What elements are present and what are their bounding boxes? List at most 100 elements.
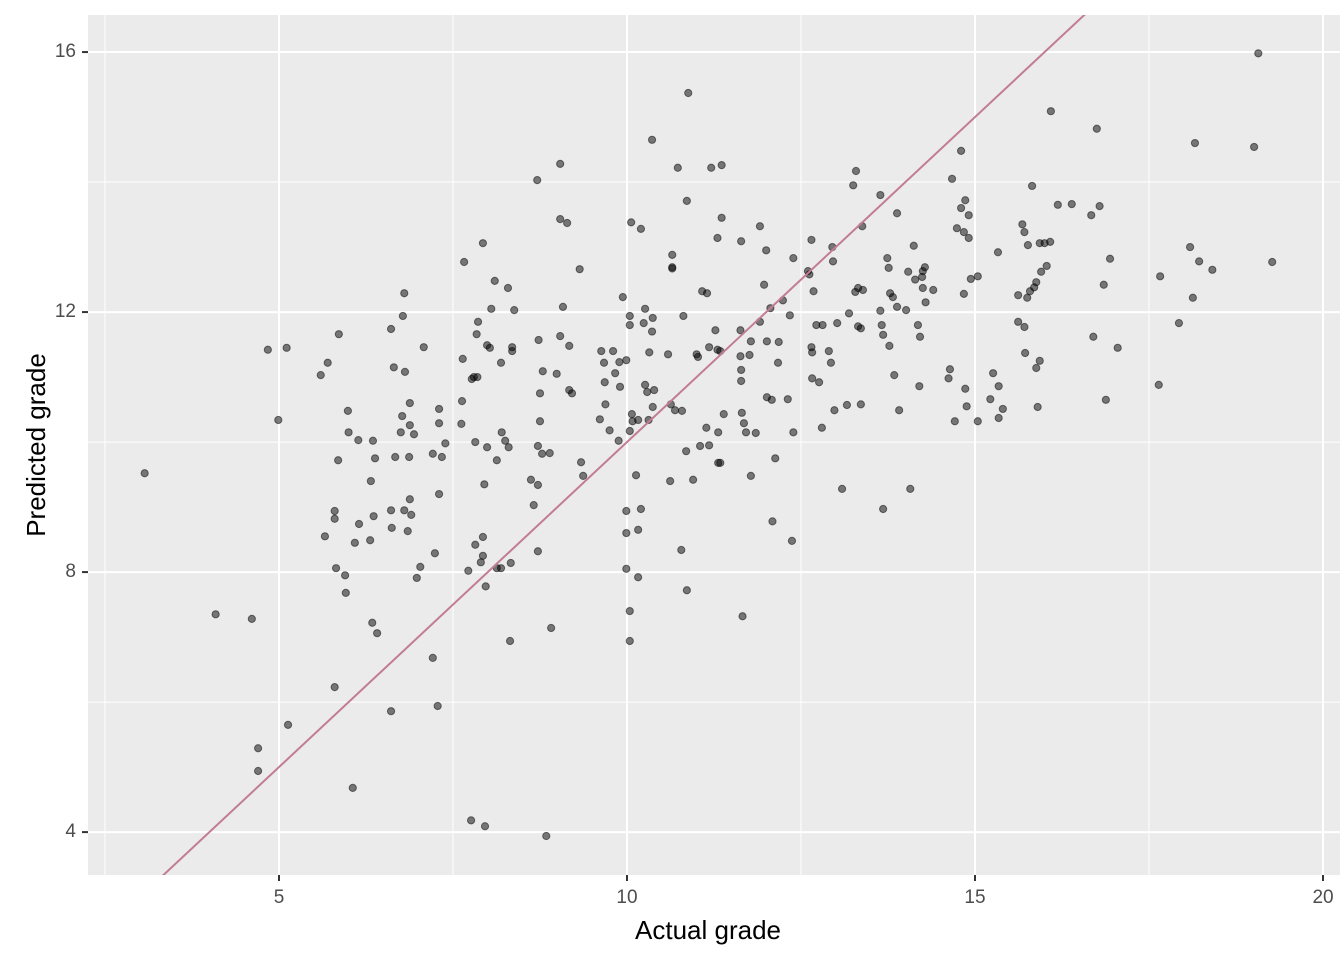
point (428, 449, 437, 458)
point (634, 525, 643, 534)
point (341, 588, 350, 597)
point (1014, 291, 1023, 300)
point (648, 402, 657, 412)
point (945, 365, 955, 374)
point (433, 701, 442, 711)
point (920, 263, 929, 272)
point (614, 436, 623, 445)
point (254, 744, 263, 753)
point (877, 320, 886, 330)
point (350, 538, 359, 547)
point (533, 480, 543, 490)
point (631, 471, 641, 480)
point (330, 506, 339, 516)
point (625, 311, 634, 321)
point (625, 320, 634, 330)
point (736, 326, 745, 335)
point (510, 306, 519, 315)
point (441, 439, 450, 448)
point (902, 306, 911, 315)
point (851, 166, 861, 176)
point (556, 332, 565, 341)
point (437, 452, 446, 462)
point (876, 190, 885, 200)
point (622, 356, 631, 365)
point (639, 319, 648, 328)
point (849, 181, 858, 190)
point (508, 346, 517, 356)
point (533, 441, 543, 451)
point (817, 423, 826, 432)
point (751, 428, 760, 438)
point (682, 196, 691, 206)
point (331, 564, 341, 573)
point (373, 629, 382, 638)
point (458, 354, 467, 363)
point (964, 211, 973, 220)
point (909, 241, 918, 250)
point (391, 452, 400, 462)
point (774, 337, 783, 347)
point (1113, 343, 1122, 352)
point (789, 428, 798, 437)
point (964, 233, 973, 243)
point (611, 369, 620, 378)
point (693, 352, 703, 362)
point (506, 558, 515, 568)
point (1174, 319, 1184, 328)
point (986, 395, 995, 404)
point (879, 504, 888, 514)
y-tick-label: 4 (65, 821, 76, 842)
point (663, 350, 673, 359)
point (505, 636, 515, 646)
point (622, 564, 631, 573)
point (947, 174, 957, 183)
point (575, 265, 584, 274)
point (247, 614, 256, 623)
point (599, 358, 609, 367)
point (481, 582, 490, 591)
point (492, 456, 501, 465)
point (818, 320, 827, 330)
point (480, 822, 490, 831)
point (556, 159, 565, 168)
point (398, 411, 407, 421)
point (844, 309, 854, 318)
point (334, 456, 343, 465)
point (1053, 200, 1062, 209)
point (579, 471, 588, 480)
point (419, 343, 428, 352)
point (334, 330, 343, 339)
point (767, 395, 776, 404)
reference-line (161, 15, 1086, 875)
point (480, 480, 489, 489)
point (668, 264, 677, 273)
point (634, 415, 643, 425)
point (787, 536, 797, 545)
point (601, 400, 610, 409)
point (826, 358, 836, 367)
point (913, 320, 923, 330)
point (615, 382, 625, 391)
point (386, 707, 396, 716)
point (547, 623, 556, 633)
point (666, 476, 675, 486)
point (387, 523, 396, 532)
point (533, 547, 543, 556)
point (1254, 49, 1263, 58)
point (482, 443, 492, 452)
point (485, 343, 494, 352)
y-axis-title: Predicted grade (21, 353, 51, 537)
point (1046, 107, 1055, 116)
point (567, 389, 577, 398)
point (405, 495, 414, 504)
point (597, 346, 606, 356)
point (407, 510, 416, 519)
point (640, 304, 650, 313)
point (434, 404, 444, 414)
point (760, 280, 769, 289)
point (705, 441, 714, 450)
point (323, 358, 332, 367)
point (634, 573, 643, 582)
point (952, 224, 962, 233)
